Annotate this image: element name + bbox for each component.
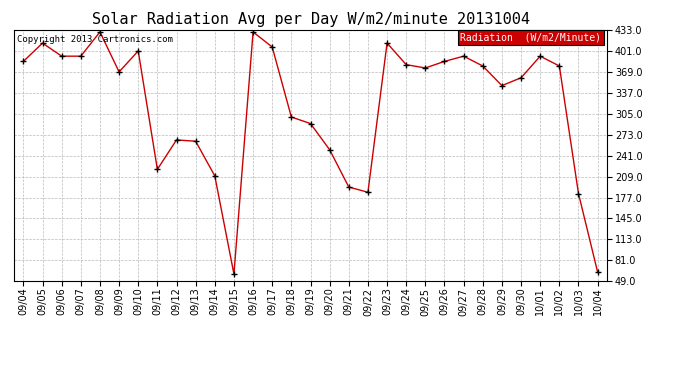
Text: Radiation  (W/m2/Minute): Radiation (W/m2/Minute): [460, 33, 601, 42]
Title: Solar Radiation Avg per Day W/m2/minute 20131004: Solar Radiation Avg per Day W/m2/minute …: [92, 12, 529, 27]
Text: Copyright 2013 Cartronics.com: Copyright 2013 Cartronics.com: [17, 35, 172, 44]
